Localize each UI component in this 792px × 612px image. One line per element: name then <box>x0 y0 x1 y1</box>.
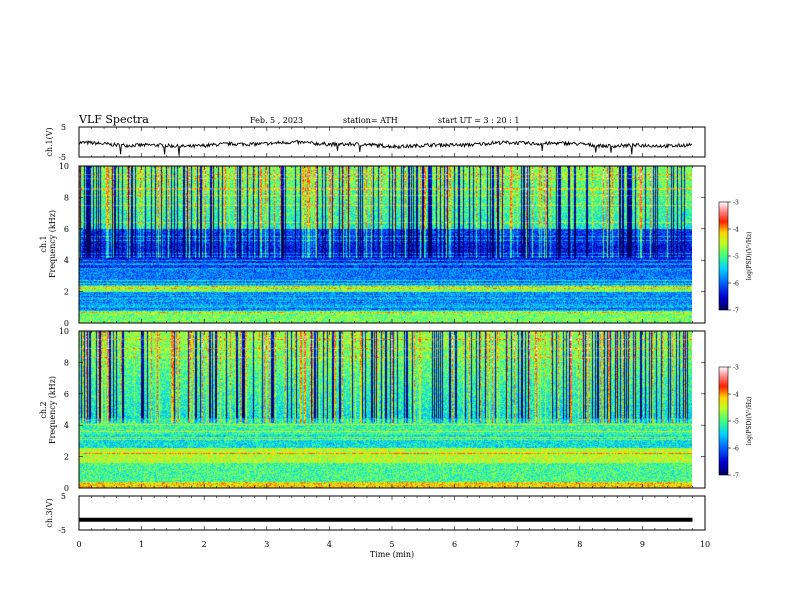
time-tick-label: 3 <box>264 540 269 549</box>
ch1-spectrogram-label-channel: ch.1 <box>39 235 48 252</box>
ch1-colorbar-ticks: -3 -4 -5 -6 -7 <box>728 200 739 315</box>
time-tick-label: 1 <box>139 540 144 549</box>
time-tick-label: 5 <box>389 540 394 549</box>
ch1-spectrogram-xticks <box>78 166 706 323</box>
frequency-tick-label: 10 <box>59 162 69 171</box>
frequency-tick-label: 6 <box>64 390 69 399</box>
ch1-ytick-top: 5 <box>61 123 66 132</box>
frequency-tick-label: 6 <box>64 225 69 234</box>
ch1-waveform-xticks <box>78 127 706 157</box>
colorbar-tick-label: -3 <box>733 200 739 207</box>
start-time-label: start UT = 3 : 20 : 1 <box>438 116 519 125</box>
ch2-colorbar <box>718 366 729 476</box>
time-axis-tick-labels: 0 1 2 3 4 5 6 7 8 9 10 <box>76 540 710 549</box>
time-tick-label: 4 <box>327 540 332 549</box>
ch1-waveform-line <box>78 140 693 156</box>
frequency-tick-label: 4 <box>64 421 69 430</box>
ch2-spectrogram-xticks <box>78 331 706 488</box>
ch1-spectrogram-image <box>79 166 692 323</box>
ch1-colorbar <box>718 201 729 311</box>
ch2-colorbar-label: log(PSD)(V²/Hz) <box>746 397 753 446</box>
colorbar-tick-label: -7 <box>733 473 739 480</box>
ch3-waveform-xticks <box>78 496 706 530</box>
ch3-ytick-bottom: -5 <box>58 526 66 535</box>
colorbar-tick-label: -6 <box>733 446 739 453</box>
colorbar-tick-label: -5 <box>733 254 739 261</box>
ch1-spectrogram-yticks: 0 2 4 6 8 10 <box>59 162 705 328</box>
station-label: station= ATH <box>343 116 398 125</box>
ch2-colorbar-ticks: -3 -4 -5 -6 -7 <box>728 365 739 480</box>
colorbar-tick-label: -3 <box>733 365 739 372</box>
frequency-tick-label: 10 <box>59 327 69 336</box>
ch1-waveform-panel: 5 -5 ch.1(V) <box>45 123 706 162</box>
time-tick-label: 9 <box>640 540 645 549</box>
ch3-ytick-top: 5 <box>61 492 66 501</box>
ch3-waveform-panel: 5 -5 ch.3(V) <box>45 492 706 535</box>
frequency-tick-label: 2 <box>64 288 69 297</box>
colorbar-tick-label: -4 <box>733 392 739 399</box>
colorbar-tick-label: -7 <box>733 308 739 315</box>
frequency-tick-label: 8 <box>64 193 69 202</box>
time-tick-label: 6 <box>452 540 457 549</box>
ch2-spectrogram-label-channel: ch.2 <box>39 401 48 418</box>
time-tick-label: 8 <box>577 540 582 549</box>
date-label: Feb. 5 , 2023 <box>250 116 303 125</box>
ch3-waveform-frame <box>78 495 706 531</box>
frequency-tick-label: 8 <box>64 358 69 367</box>
time-tick-label: 0 <box>76 540 81 549</box>
time-tick-label: 2 <box>202 540 207 549</box>
colorbar-tick-label: -5 <box>733 419 739 426</box>
figure-title: VLF Spectra <box>78 113 149 126</box>
frequency-tick-label: 2 <box>64 453 69 462</box>
time-tick-label: 7 <box>515 540 520 549</box>
ch2-spectrogram-image <box>79 331 692 488</box>
ch2-spectrogram-yticks: 0 2 4 6 8 10 <box>59 327 705 493</box>
frequency-tick-label: 4 <box>64 256 69 265</box>
frequency-tick-label: 0 <box>64 319 69 328</box>
time-axis-label: Time (min) <box>370 550 414 559</box>
ch1-colorbar-label: log(PSD)(V²/Hz) <box>746 232 753 281</box>
ch2-spectrogram-ylabel: Frequency (kHz) <box>48 376 57 444</box>
frequency-tick-label: 0 <box>64 484 69 493</box>
ch3-waveform-ylabel: ch.3(V) <box>45 498 54 527</box>
colorbar-tick-label: -6 <box>733 281 739 288</box>
time-tick-label: 10 <box>700 540 710 549</box>
ch1-spectrogram-ylabel: Frequency (kHz) <box>48 210 57 278</box>
ch1-waveform-ylabel: ch.1(V) <box>45 127 54 156</box>
ch1-ytick-bottom: -5 <box>58 153 66 162</box>
colorbar-tick-label: -4 <box>733 227 739 234</box>
